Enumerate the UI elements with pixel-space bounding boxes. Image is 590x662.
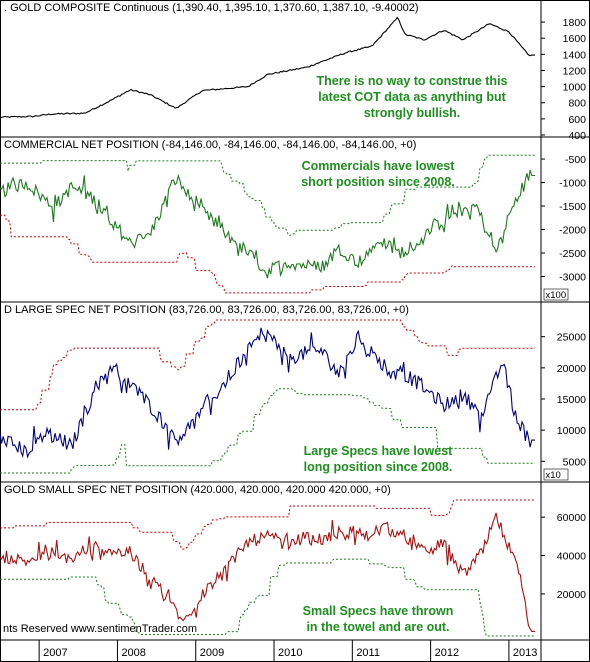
y-tick-label: 5000 — [563, 456, 587, 468]
y-tick-label: 600 — [568, 114, 586, 126]
y-tick-label: 1600 — [563, 33, 587, 45]
y-tick-label: -1500 — [559, 201, 586, 213]
y-tick-label: 1200 — [563, 65, 587, 77]
y-tick-label: 20000 — [557, 589, 586, 601]
x-tick-label: 2013 — [513, 647, 537, 659]
y-tick-label: -3000 — [559, 272, 586, 284]
y-tick-label: -1000 — [559, 178, 586, 190]
x-tick-label: 2010 — [278, 647, 302, 659]
panel-title: D LARGE SPEC NET POSITION (83,726.00, 83… — [4, 304, 409, 316]
unit-label: x100 — [546, 290, 567, 301]
unit-box — [543, 288, 569, 301]
annotation-text: strongly bullish. — [364, 106, 461, 120]
upper-band — [0, 499, 535, 550]
lower-band — [0, 388, 535, 474]
y-tick-label: 10000 — [557, 425, 586, 437]
panel-title: COMMERCIAL NET POSITION (-84,146.00, -84… — [4, 139, 416, 151]
series-line — [0, 512, 535, 632]
lower-band — [0, 558, 535, 637]
copyright-text: nts Reserved www.sentimenTrader.com — [3, 623, 197, 635]
y-tick-label: 1800 — [563, 17, 587, 29]
x-tick-label: 2008 — [121, 647, 145, 659]
y-tick-label: -2000 — [559, 225, 586, 237]
y-tick-label: -2500 — [559, 248, 586, 260]
x-tick-label: 2009 — [200, 647, 224, 659]
x-tick-label: 2011 — [356, 647, 380, 659]
y-tick-label: 20000 — [557, 363, 586, 375]
y-tick-label: 800 — [568, 98, 586, 110]
y-tick-label: 1400 — [563, 49, 587, 61]
y-tick-label: 25000 — [557, 332, 586, 344]
panel-4: GOLD SMALL SPEC NET POSITION (420.000, 4… — [0, 481, 590, 637]
lower-band — [0, 214, 535, 294]
series-line — [0, 169, 535, 279]
unit-label: x10 — [546, 470, 561, 481]
annotation-text: Large Specs have lowest — [304, 444, 454, 458]
series-line — [0, 327, 535, 459]
y-tick-label: 400 — [568, 130, 586, 142]
x-tick-label: 2007 — [43, 647, 67, 659]
panel-title: GOLD SMALL SPEC NET POSITION (420.000, 4… — [4, 484, 391, 496]
y-tick-label: 60000 — [557, 512, 586, 524]
annotation-text: Small Specs have thrown — [303, 604, 454, 618]
panel-title: . GOLD COMPOSITE Continuous (1,390.40, 1… — [4, 2, 419, 14]
y-tick-label: -500 — [565, 154, 586, 166]
y-tick-label: 15000 — [557, 394, 586, 406]
annotation-text: latest COT data as anything but — [318, 90, 506, 104]
annotation-text: in the towel and are out. — [306, 620, 449, 634]
y-tick-label: 1000 — [563, 82, 587, 94]
annotation-text: Commercials have lowest — [302, 159, 456, 173]
upper-band — [0, 154, 535, 236]
panel-1: . GOLD COMPOSITE Continuous (1,390.40, 1… — [0, 2, 586, 142]
series-line — [0, 16, 535, 119]
annotation-text: There is no way to construe this — [316, 74, 507, 88]
y-tick-label: 40000 — [557, 551, 586, 563]
unit-box — [543, 468, 569, 481]
annotation-text: short position since 2008. — [301, 175, 455, 189]
annotation-text: long position since 2008. — [304, 460, 453, 474]
panel-3: D LARGE SPEC NET POSITION (83,726.00, 83… — [0, 301, 590, 481]
panel-2: COMMERCIAL NET POSITION (-84,146.00, -84… — [0, 136, 590, 301]
upper-band — [0, 319, 535, 411]
x-tick-label: 2012 — [435, 647, 459, 659]
